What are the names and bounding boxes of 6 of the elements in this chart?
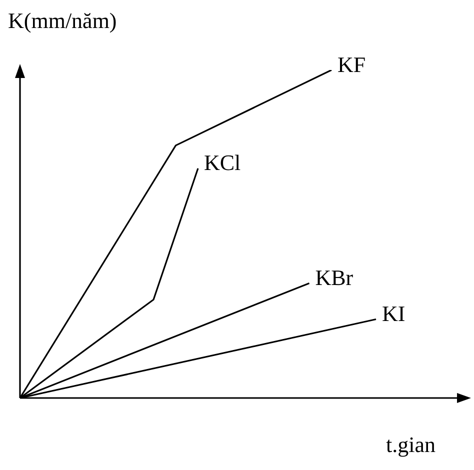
series-label: KF — [338, 52, 366, 77]
y-axis-title: K(mm/năm) — [8, 8, 117, 33]
series-label: KI — [382, 301, 406, 326]
series-label: KBr — [315, 264, 354, 290]
x-axis-title: t.gian — [386, 432, 436, 457]
series-label: KCl — [204, 150, 241, 176]
